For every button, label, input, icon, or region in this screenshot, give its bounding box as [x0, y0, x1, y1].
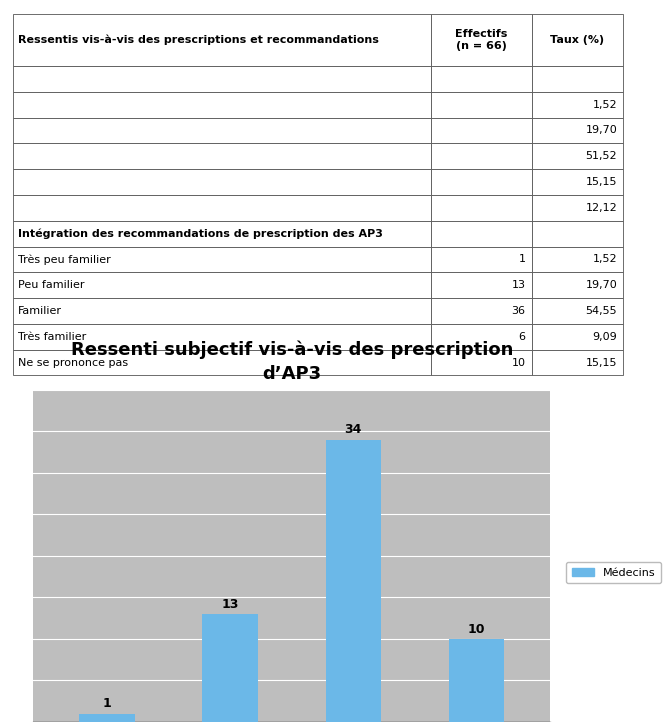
- Text: 1,52: 1,52: [593, 254, 617, 264]
- Text: Ressentis vis-à-vis des prescriptions et recommandations: Ressentis vis-à-vis des prescriptions et…: [18, 35, 379, 45]
- Bar: [13, 118, 431, 144]
- Text: 19,70: 19,70: [585, 126, 617, 136]
- Bar: [532, 298, 623, 324]
- Bar: [532, 324, 623, 349]
- Bar: [431, 92, 532, 118]
- Bar: [532, 169, 623, 195]
- Text: Très peu familier: Très peu familier: [18, 254, 111, 265]
- Bar: [431, 246, 532, 272]
- Text: 10: 10: [512, 357, 526, 367]
- Bar: [202, 614, 258, 722]
- Text: 34: 34: [345, 423, 362, 436]
- Text: 6: 6: [518, 332, 526, 342]
- Text: 51,52: 51,52: [585, 152, 617, 161]
- Bar: [431, 14, 532, 66]
- Text: 12,12: 12,12: [585, 203, 617, 213]
- Bar: [80, 713, 135, 722]
- Text: 19,70: 19,70: [585, 280, 617, 290]
- Bar: [13, 66, 431, 92]
- Text: Intégration des recommandations de prescription des AP3: Intégration des recommandations de presc…: [18, 228, 383, 239]
- Text: 10: 10: [467, 622, 485, 635]
- Text: Ne se prononce pas: Ne se prononce pas: [18, 357, 128, 367]
- Bar: [13, 221, 431, 246]
- Bar: [13, 246, 431, 272]
- Bar: [532, 92, 623, 118]
- Text: 13: 13: [221, 598, 239, 611]
- Bar: [532, 14, 623, 66]
- Bar: [13, 92, 431, 118]
- Text: 1: 1: [518, 254, 526, 264]
- Bar: [13, 349, 431, 375]
- Text: 1: 1: [103, 697, 111, 710]
- Bar: [532, 349, 623, 375]
- Bar: [431, 66, 532, 92]
- Title: Ressenti subjectif vis-à-vis des prescription
d’AP3: Ressenti subjectif vis-à-vis des prescri…: [70, 341, 513, 383]
- Text: 9,09: 9,09: [592, 332, 617, 342]
- Bar: [431, 221, 532, 246]
- Bar: [532, 221, 623, 246]
- Bar: [13, 14, 431, 66]
- Bar: [13, 298, 431, 324]
- Bar: [431, 298, 532, 324]
- Text: 54,55: 54,55: [585, 306, 617, 316]
- Text: 15,15: 15,15: [585, 357, 617, 367]
- Bar: [13, 169, 431, 195]
- Bar: [532, 144, 623, 169]
- Bar: [431, 349, 532, 375]
- Text: Peu familier: Peu familier: [18, 280, 85, 290]
- Text: 36: 36: [512, 306, 526, 316]
- Bar: [13, 324, 431, 349]
- Bar: [532, 246, 623, 272]
- Bar: [431, 169, 532, 195]
- Legend: Médecins: Médecins: [566, 562, 661, 583]
- Text: Très familier: Très familier: [18, 332, 86, 342]
- Bar: [532, 195, 623, 221]
- Text: Effectifs
(n = 66): Effectifs (n = 66): [455, 30, 508, 51]
- Text: 13: 13: [512, 280, 526, 290]
- Bar: [431, 324, 532, 349]
- Bar: [431, 272, 532, 298]
- Bar: [431, 118, 532, 144]
- Bar: [532, 118, 623, 144]
- Bar: [13, 144, 431, 169]
- Bar: [326, 440, 381, 722]
- Text: 1,52: 1,52: [593, 100, 617, 110]
- Text: 15,15: 15,15: [585, 177, 617, 187]
- Bar: [532, 66, 623, 92]
- Text: Familier: Familier: [18, 306, 62, 316]
- Bar: [13, 195, 431, 221]
- Bar: [431, 144, 532, 169]
- Bar: [532, 272, 623, 298]
- Text: Taux (%): Taux (%): [550, 35, 605, 45]
- Bar: [449, 639, 504, 722]
- Bar: [431, 195, 532, 221]
- Bar: [13, 272, 431, 298]
